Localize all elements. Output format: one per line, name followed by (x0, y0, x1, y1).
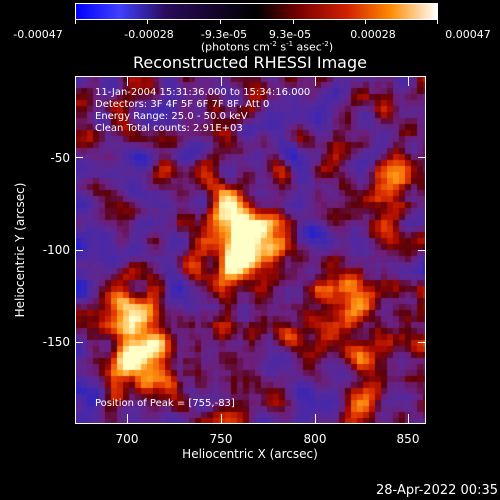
x-tick-label: 850 (396, 432, 420, 446)
info-detectors: Detectors: 3F 4F 5F 6F 7F 8F, Att 0 (95, 99, 270, 110)
y-axis-tick (75, 157, 83, 158)
plot-title: Reconstructed RHESSI Image (133, 53, 367, 72)
colorbar-tick (220, 20, 221, 24)
x-axis-tick (315, 414, 316, 424)
x-tick-label: 700 (115, 432, 139, 446)
colorbar-label: -9.3e-05 (200, 28, 248, 41)
colorbar-tick (365, 20, 366, 24)
x-axis-tick (127, 414, 128, 424)
y-axis-tick (418, 342, 426, 343)
timestamp: 28-Apr-2022 00:35 (376, 483, 498, 498)
peak-position-text: Position of Peak = [755,-83] (95, 398, 235, 409)
colorbar-label: -0.00028 (124, 28, 174, 41)
x-axis-tick (408, 414, 409, 424)
colorbar (75, 3, 438, 20)
x-axis-tick (221, 76, 222, 86)
y-tick-label: -150 (42, 335, 70, 349)
colorbar-label: -0.00047 (13, 28, 63, 41)
x-axis-label: Heliocentric X (arcsec) (182, 447, 318, 461)
colorbar-unit-label: (photons cm-2 s-1 asec-2) (200, 40, 334, 54)
info-total-counts: Clean Total counts: 2.91E+03 (95, 123, 243, 134)
y-axis-tick (418, 250, 426, 251)
x-axis-tick (221, 414, 222, 424)
y-tick-label: -50 (50, 151, 70, 165)
y-axis-tick (418, 157, 426, 158)
colorbar-tick (75, 20, 76, 24)
x-axis-tick (127, 76, 128, 86)
colorbar-label: 0.00047 (445, 28, 491, 41)
info-energy-range: Energy Range: 25.0 - 50.0 keV (95, 111, 248, 122)
colorbar-label: 9.3e-05 (268, 28, 312, 41)
info-time-range: 11-Jan-2004 15:31:36.000 to 15:34:16.000 (95, 87, 311, 98)
y-tick-label: -100 (42, 243, 70, 257)
colorbar-label: 0.00028 (350, 28, 396, 41)
colorbar-tick (437, 20, 438, 24)
y-axis-tick (75, 342, 83, 343)
x-tick-label: 750 (209, 432, 233, 446)
y-axis-tick (75, 250, 83, 251)
rhessi-image (75, 76, 426, 424)
x-axis-tick (408, 76, 409, 86)
x-axis-tick (315, 76, 316, 86)
colorbar-tick (147, 20, 148, 24)
x-tick-label: 800 (303, 432, 327, 446)
rhessi-image-canvas (75, 76, 426, 424)
y-axis-label: Heliocentric Y (arcsec) (13, 182, 27, 318)
colorbar-tick (293, 20, 294, 24)
